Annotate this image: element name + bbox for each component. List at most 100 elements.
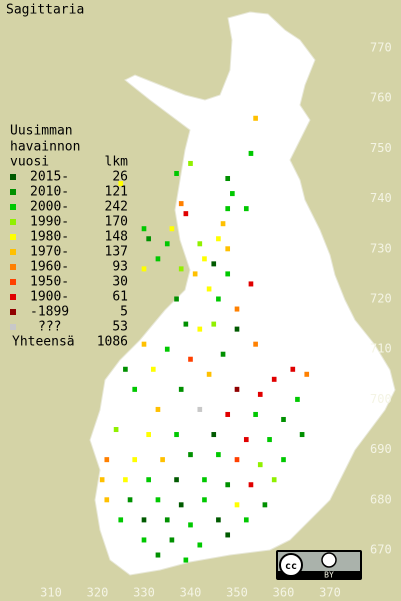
observation-square xyxy=(188,522,193,528)
legend-swatch xyxy=(10,264,16,270)
observation-square xyxy=(155,256,161,262)
observation-square xyxy=(183,321,189,327)
observation-square xyxy=(216,236,221,242)
observation-square xyxy=(183,211,189,217)
legend-swatch xyxy=(10,219,16,225)
legend-swatch xyxy=(10,234,16,240)
observation-square xyxy=(253,411,258,417)
map-title: Sagittaria xyxy=(6,3,84,18)
observation-square xyxy=(146,432,151,438)
observation-square xyxy=(123,477,128,483)
x-tick-label: 350 xyxy=(226,586,248,600)
observation-square xyxy=(113,427,119,433)
legend-label: 1900- xyxy=(30,290,69,305)
observation-square xyxy=(304,371,310,377)
observation-square xyxy=(211,321,217,327)
observation-square xyxy=(141,266,147,272)
observation-square xyxy=(164,241,170,247)
legend-label: 2000- xyxy=(30,200,69,215)
legend-count: 137 xyxy=(105,245,128,260)
x-tick-label: 370 xyxy=(319,586,341,600)
observation-square xyxy=(178,386,184,392)
observation-square xyxy=(225,482,231,488)
x-tick-label: 360 xyxy=(273,586,295,600)
observation-square xyxy=(243,206,249,212)
legend-swatch xyxy=(10,174,16,180)
observation-square xyxy=(188,452,193,458)
cc-icon xyxy=(279,553,303,577)
observation-square xyxy=(197,406,203,412)
legend-count: 121 xyxy=(105,185,128,200)
observation-square xyxy=(99,477,105,483)
legend-count: 26 xyxy=(112,170,128,185)
y-tick-label: 740 xyxy=(370,191,392,205)
observation-square xyxy=(178,201,184,207)
observation-square xyxy=(225,411,231,417)
x-tick-label: 330 xyxy=(133,586,155,600)
legend-label: -1899 xyxy=(30,305,69,320)
observation-square xyxy=(178,266,184,272)
observation-square xyxy=(164,346,170,352)
observation-square xyxy=(174,170,179,177)
legend-swatch xyxy=(10,324,16,330)
legend-count: 148 xyxy=(105,230,128,245)
observation-square xyxy=(295,396,300,402)
observation-square xyxy=(155,406,161,412)
legend-label: 1970- xyxy=(30,245,69,260)
y-tick-label: 680 xyxy=(370,492,392,506)
observation-square xyxy=(234,502,240,508)
observation-square xyxy=(225,246,231,252)
legend-count-header: lkm xyxy=(105,155,129,170)
observation-square xyxy=(243,437,249,443)
observation-square xyxy=(146,236,151,242)
observation-square xyxy=(225,532,231,538)
x-tick-label: 310 xyxy=(40,586,62,600)
license-text: BY xyxy=(324,571,334,580)
legend-count: 242 xyxy=(105,200,128,215)
observation-square xyxy=(132,386,138,392)
legend-swatch xyxy=(10,204,16,210)
legend-label: 1980- xyxy=(30,230,69,245)
observation-square xyxy=(123,366,128,372)
observation-square xyxy=(169,537,175,543)
observation-square xyxy=(141,517,147,523)
observation-square xyxy=(220,221,226,227)
legend-swatch xyxy=(10,249,16,255)
legend-swatch xyxy=(10,189,16,195)
legend-label: 1950- xyxy=(30,275,69,290)
observation-square xyxy=(234,306,240,312)
observation-square xyxy=(216,452,221,458)
y-tick-label: 700 xyxy=(370,392,392,406)
y-tick-label: 710 xyxy=(370,342,392,356)
observation-square xyxy=(243,517,249,523)
observation-square xyxy=(216,517,221,523)
license-badge: cc BY xyxy=(276,550,362,580)
legend-swatch xyxy=(10,294,16,300)
legend-heading: vuosi xyxy=(10,155,49,170)
observation-square xyxy=(178,502,184,508)
observation-square xyxy=(253,115,258,121)
legend-label: 1990- xyxy=(30,215,69,230)
observation-square xyxy=(271,376,277,382)
observation-squares xyxy=(99,115,310,563)
legend-count: 61 xyxy=(112,290,128,305)
y-tick-label: 770 xyxy=(370,41,392,55)
observation-square xyxy=(118,181,124,187)
observation-square xyxy=(183,557,189,563)
legend: Uusimman havainnon vuosi lkm 2015- 26 2010… xyxy=(10,124,128,350)
observation-square xyxy=(150,366,156,372)
observation-square xyxy=(248,150,254,156)
observation-square xyxy=(141,341,147,347)
observation-square xyxy=(234,386,240,392)
y-tick-label: 760 xyxy=(370,91,392,105)
observation-square xyxy=(197,542,203,548)
cc-icon-text: cc xyxy=(285,561,297,572)
legend-total: 1086 xyxy=(97,335,128,350)
observation-square xyxy=(202,477,207,483)
observation-square xyxy=(141,226,147,232)
observation-square xyxy=(160,457,165,463)
observation-square xyxy=(188,160,193,166)
observation-square xyxy=(197,241,203,247)
y-tick-label: 720 xyxy=(370,292,392,306)
